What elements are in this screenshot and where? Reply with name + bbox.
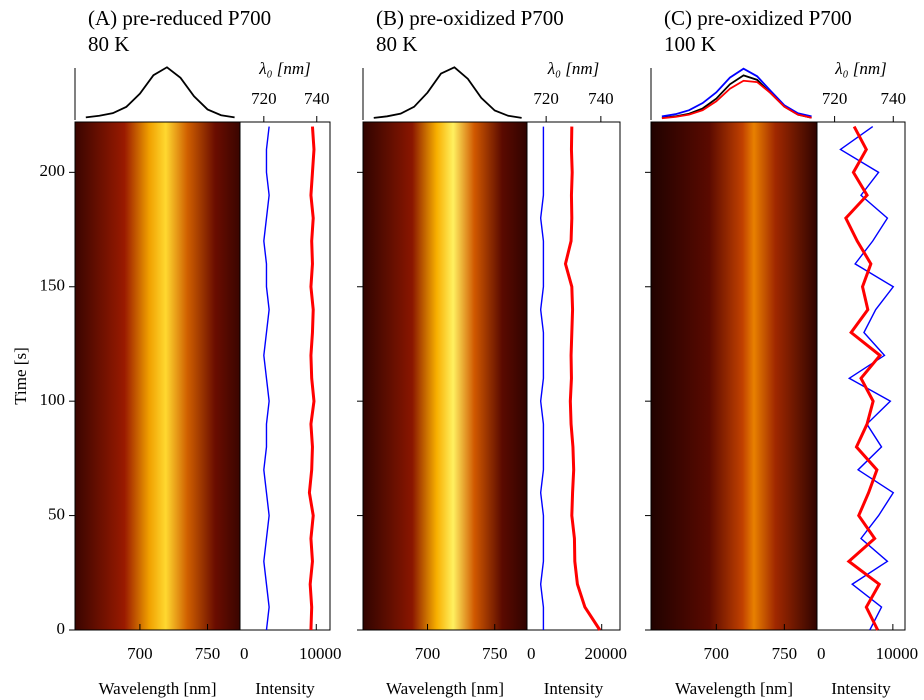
y-tick-label: 100 xyxy=(40,390,66,409)
lambda-tick-label: 740 xyxy=(881,89,907,108)
intensity-tick-label: 0 xyxy=(527,644,536,663)
y-tick-label: 150 xyxy=(40,276,66,295)
intensity-axis-label: Intensity xyxy=(255,679,315,698)
intensity-axis-label: Intensity xyxy=(544,679,604,698)
lambda0-trace xyxy=(263,126,270,631)
spectrum-line xyxy=(85,66,235,119)
panel-subtitle: 80 K xyxy=(88,32,129,56)
intensity-axis-label: Intensity xyxy=(831,679,891,698)
lambda-tick-label: 720 xyxy=(533,89,559,108)
panel-subtitle: 80 K xyxy=(376,32,417,56)
y-tick-label: 200 xyxy=(40,161,66,180)
x-axis-label: Wavelength [nm] xyxy=(386,679,504,698)
spectrum-line xyxy=(373,66,522,119)
intensity-trace xyxy=(307,126,316,631)
heatmap xyxy=(75,122,240,630)
intensity-tick-label: 0 xyxy=(817,644,826,663)
x-tick-label: 750 xyxy=(772,644,798,663)
intensity-tick-label: 0 xyxy=(240,644,249,663)
x-axis-label: Wavelength [nm] xyxy=(675,679,793,698)
panel-title: (C) pre-oxidized P700 xyxy=(664,6,852,30)
intensity-tick-label: 20000 xyxy=(584,644,627,663)
lambda-axis-label: λ₀ [nm] xyxy=(258,59,311,78)
panel-title: (B) pre-oxidized P700 xyxy=(376,6,564,30)
spectrum-line xyxy=(661,79,812,120)
lambda-tick-label: 720 xyxy=(251,89,277,108)
lambda-axis-label: λ₀ [nm] xyxy=(834,59,887,78)
plot-frame xyxy=(362,121,621,631)
panel-title: (A) pre-reduced P700 xyxy=(88,6,271,30)
plot-frame xyxy=(650,121,906,631)
intensity-trace xyxy=(844,125,883,631)
panel-subtitle: 100 K xyxy=(664,32,716,56)
y-tick-label: 0 xyxy=(57,619,66,638)
x-tick-label: 700 xyxy=(704,644,730,663)
intensity-tick-label: 10000 xyxy=(876,644,919,663)
lambda-tick-label: 720 xyxy=(822,89,848,108)
intensity-trace xyxy=(563,126,602,631)
x-axis-label: Wavelength [nm] xyxy=(98,679,216,698)
lambda-tick-label: 740 xyxy=(304,89,330,108)
plot-frame xyxy=(74,121,331,631)
lambda0-trace xyxy=(539,126,545,630)
intensity-tick-label: 10000 xyxy=(299,644,342,663)
heatmap xyxy=(651,122,817,630)
y-tick-label: 50 xyxy=(48,504,65,523)
lambda-tick-label: 740 xyxy=(588,89,614,108)
lambda-axis-label: λ₀ [nm] xyxy=(547,59,600,78)
y-axis-label: Time [s] xyxy=(11,347,30,404)
heatmap xyxy=(363,122,527,630)
x-tick-label: 700 xyxy=(415,644,441,663)
lambda0-trace xyxy=(839,126,895,631)
x-tick-label: 750 xyxy=(195,644,221,663)
x-tick-label: 700 xyxy=(127,644,153,663)
spectrum-line xyxy=(661,67,812,118)
x-tick-label: 750 xyxy=(482,644,508,663)
